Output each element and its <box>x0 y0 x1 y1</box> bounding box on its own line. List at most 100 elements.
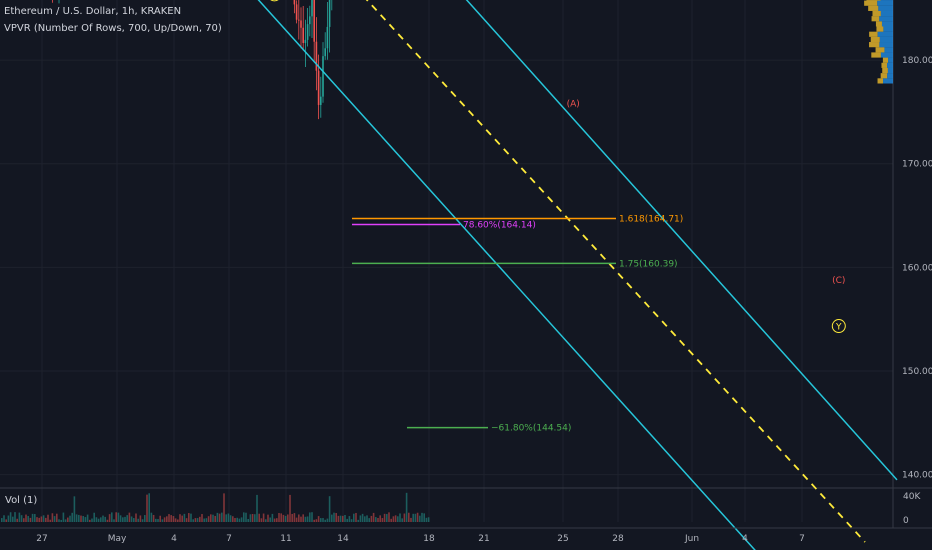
volume-bar <box>31 513 34 522</box>
volume-bar <box>370 515 373 522</box>
volume-bar <box>89 519 91 522</box>
candle[interactable] <box>304 39 307 43</box>
candle[interactable] <box>322 56 324 97</box>
volume-bar <box>119 515 122 522</box>
vp-row-down <box>881 62 888 68</box>
volume-bar <box>71 512 73 522</box>
candle[interactable] <box>317 70 320 105</box>
price-tick-label: 160.00 <box>902 263 932 273</box>
wave-labels: (B)(A)(C)WX(A)(B)(C)Y <box>270 0 846 334</box>
channel-lower-line[interactable] <box>107 0 757 550</box>
price-axis[interactable]: 140.00150.00160.00170.00180.00190.00200.… <box>894 0 932 526</box>
volume-bar <box>331 514 333 522</box>
candle[interactable] <box>298 19 300 21</box>
volume-bar <box>408 512 410 522</box>
volume-bar <box>9 512 12 522</box>
candle[interactable] <box>306 24 309 40</box>
volume-bar <box>172 516 175 522</box>
volume-bar <box>298 514 300 522</box>
volume-bar <box>23 518 25 522</box>
volume-bar <box>25 514 27 522</box>
volume-bar <box>45 517 47 522</box>
volume-bar <box>322 518 324 522</box>
volume-bar <box>339 515 342 522</box>
volume-bar <box>144 515 146 522</box>
vp-row-down <box>869 42 880 48</box>
candle[interactable] <box>295 4 298 20</box>
volume-bar <box>238 518 241 522</box>
volume-bar <box>223 493 225 522</box>
channel-midline[interactable] <box>108 0 866 543</box>
candle[interactable] <box>293 0 296 5</box>
drawings[interactable] <box>0 0 898 550</box>
volume-bar <box>128 512 131 522</box>
volume-bar <box>273 518 276 522</box>
volume-bar <box>394 515 397 522</box>
volume-bar <box>328 496 331 522</box>
volume-bar <box>425 517 428 522</box>
indicator-label[interactable]: VPVR (Number Of Rows, 700, Up/Down, 70) <box>4 23 222 34</box>
volume-bar <box>368 518 370 522</box>
volume-bar <box>232 516 234 522</box>
volume-bar <box>214 515 216 522</box>
candle[interactable] <box>313 0 315 42</box>
candle[interactable] <box>300 20 302 28</box>
chart-title: Ethereum / U.S. Dollar, 1h, KRAKEN <box>4 6 182 17</box>
volume-bar <box>383 513 386 522</box>
volume-bar <box>269 517 271 522</box>
candle[interactable] <box>328 0 331 27</box>
volume-bar <box>106 519 109 522</box>
volume-bar <box>306 516 309 522</box>
time-axis[interactable]: 27 May 4 7 11 14 18 21 25 28 Jun 4 7 <box>0 527 932 544</box>
volume-bar <box>183 513 186 522</box>
candle[interactable] <box>309 16 311 25</box>
volume-bar <box>405 492 408 522</box>
volume-bar <box>337 515 340 522</box>
volume-bar <box>190 513 192 522</box>
volume-bar <box>205 518 208 522</box>
channel-upper-line[interactable] <box>107 0 898 481</box>
volume-bar <box>262 513 265 522</box>
volume-bar <box>1 518 3 522</box>
volume-bar <box>271 513 274 522</box>
volume-bar <box>313 519 315 522</box>
volume-bar <box>403 513 406 522</box>
volume-bar <box>148 493 150 522</box>
volume-bar <box>243 512 245 522</box>
volume-bar <box>152 514 155 522</box>
vp-row-up <box>887 67 893 74</box>
volume-bar <box>16 518 18 522</box>
volume-bar <box>84 517 87 522</box>
volume-bar <box>216 512 219 522</box>
volume-bar <box>181 515 183 522</box>
vp-row-up <box>883 78 893 84</box>
volume-bar <box>379 515 381 522</box>
vp-row-up <box>880 10 893 17</box>
volume-bar <box>122 517 124 522</box>
volume-bar <box>161 519 164 522</box>
volume-bar <box>227 513 230 522</box>
candle[interactable] <box>302 27 304 43</box>
fib-level-label: −61.80%(144.54) <box>491 424 571 434</box>
volume-bar <box>364 516 366 522</box>
volume-bar <box>386 514 388 522</box>
volume-bar <box>287 514 289 522</box>
time-tick-label: 4 <box>742 534 748 544</box>
candles[interactable] <box>1 0 429 120</box>
volume-bar <box>135 513 137 522</box>
candle[interactable] <box>315 41 318 71</box>
candle[interactable] <box>320 96 322 105</box>
volume-bar <box>51 513 54 522</box>
volume-bar <box>69 515 71 522</box>
candle[interactable] <box>311 0 313 17</box>
candle[interactable] <box>326 26 329 49</box>
volume-bar <box>192 519 194 522</box>
volume-bar <box>185 518 188 522</box>
volume-bar <box>108 514 111 522</box>
volume-tick-label: 0 <box>903 516 909 526</box>
volume-bar <box>58 519 60 522</box>
candle[interactable] <box>324 48 326 57</box>
fib-level-label: 1.618(164.71) <box>619 215 683 225</box>
